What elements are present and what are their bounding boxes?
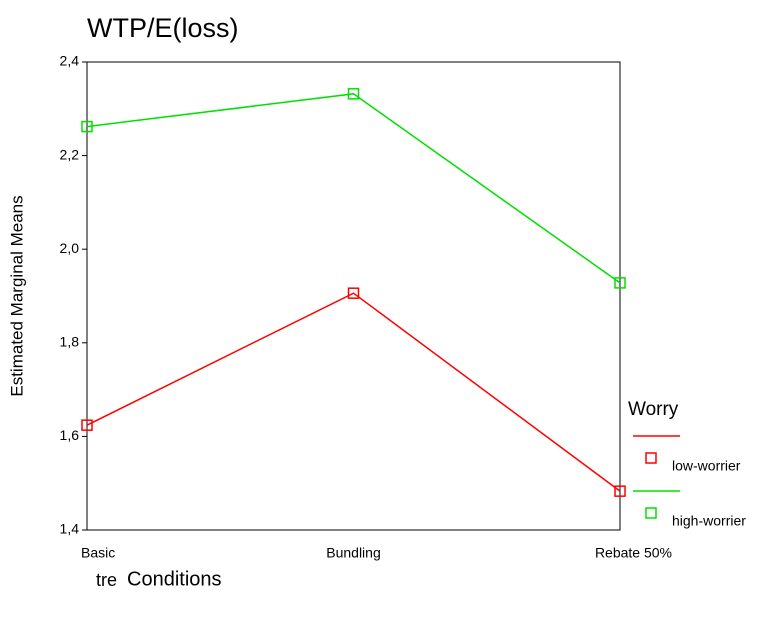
x-tick-label: Bundling (326, 545, 381, 561)
y-axis-label: Estimated Marginal Means (7, 195, 26, 396)
legend-title: Worry (628, 399, 679, 420)
legend-label: low-worrier (672, 458, 741, 474)
point-marker (347, 88, 360, 100)
point-marker (614, 277, 626, 289)
chart-title: WTP/E(loss) (87, 13, 239, 43)
x-tick-label: Basic (81, 545, 115, 561)
series-line (86, 93, 621, 284)
y-tick-label: 1,8 (60, 334, 80, 350)
legend-marker (645, 507, 657, 519)
series-line (86, 292, 621, 492)
y-tick-label: 1,4 (60, 521, 80, 537)
x-axis-label: Conditions (127, 568, 222, 590)
point-marker (347, 287, 360, 299)
legend-marker (645, 452, 657, 464)
y-tick-label: 2,0 (60, 240, 80, 256)
x-tick-label: Rebate 50% (595, 545, 672, 561)
y-tick-label: 2,2 (60, 146, 80, 162)
point-marker (81, 419, 93, 431)
point-marker (614, 485, 626, 497)
y-tick-label: 1,6 (60, 427, 80, 443)
truncated-label: tre (96, 570, 117, 590)
point-marker (81, 120, 93, 133)
plot-frame (86, 61, 621, 531)
y-tick-label: 2,4 (60, 53, 80, 69)
legend-label: high-worrier (672, 513, 746, 529)
